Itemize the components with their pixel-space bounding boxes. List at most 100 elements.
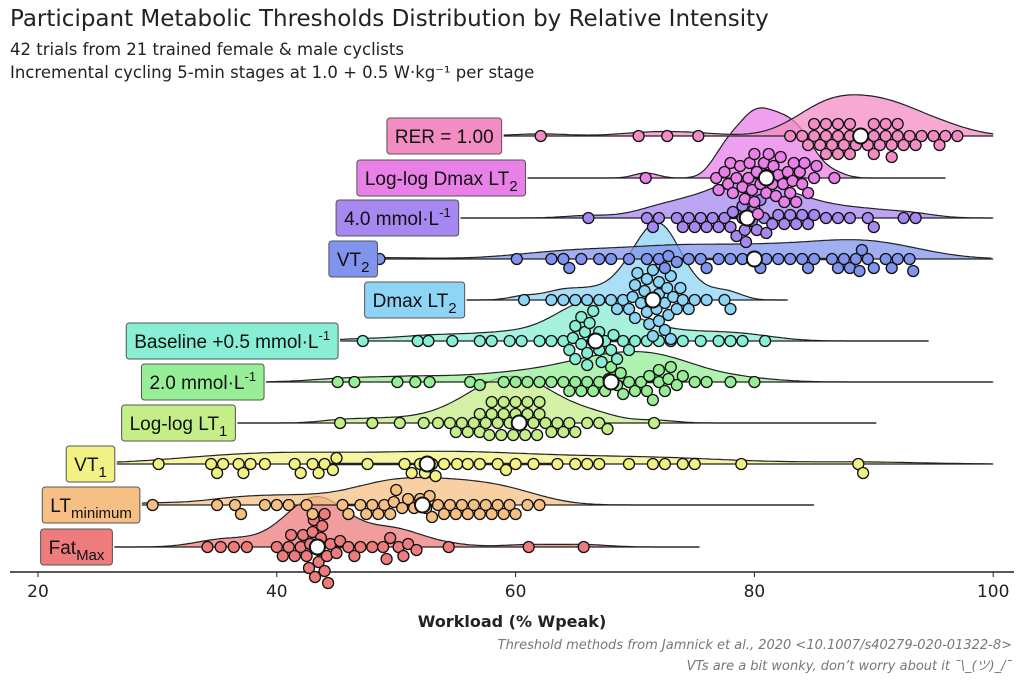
data-point <box>575 337 588 351</box>
chart-subtitle-2: Incremental cycling 5-min stages at 1.0 … <box>10 63 535 82</box>
series-label: VT2 <box>328 240 378 278</box>
median-marker <box>757 169 775 187</box>
x-tick-label: 40 <box>266 582 288 602</box>
data-point <box>694 334 707 348</box>
data-point <box>376 540 390 554</box>
data-point <box>790 195 803 209</box>
series-label: Log-log LT1 <box>121 404 236 442</box>
data-point <box>801 186 815 200</box>
data-point <box>333 534 347 548</box>
data-point <box>724 375 737 389</box>
data-point <box>583 316 596 330</box>
data-point <box>244 457 257 471</box>
data-point <box>437 507 451 521</box>
data-point <box>748 375 761 389</box>
data-point <box>640 252 654 266</box>
data-point <box>431 416 445 430</box>
data-point <box>784 129 797 143</box>
data-point <box>509 507 522 521</box>
data-point <box>837 138 851 152</box>
data-point <box>796 177 809 191</box>
density-fill <box>114 496 700 547</box>
data-point <box>146 498 159 512</box>
data-point <box>288 457 301 471</box>
data-point <box>692 129 705 143</box>
data-point <box>662 372 675 386</box>
data-point <box>710 171 723 185</box>
label-box <box>335 199 460 237</box>
data-point <box>372 507 385 521</box>
label-subscript: 1 <box>98 464 106 481</box>
median-marker <box>602 373 620 391</box>
data-point <box>485 334 498 348</box>
data-point <box>240 540 254 554</box>
data-point <box>270 540 283 554</box>
data-point <box>366 498 379 512</box>
data-point <box>442 540 455 554</box>
row-3: VT2 <box>328 239 994 278</box>
data-point <box>646 393 660 407</box>
density-outline <box>116 450 992 465</box>
data-point <box>676 220 689 234</box>
data-point <box>360 507 373 521</box>
data-point <box>726 205 740 219</box>
chart-subtitle-1: 42 trials from 21 trained female & male … <box>10 40 404 59</box>
data-point <box>294 466 307 480</box>
label-main: Log-log Dmax LT <box>365 169 510 190</box>
data-point <box>643 369 656 383</box>
data-point <box>736 334 749 348</box>
data-point <box>401 492 415 506</box>
series-label: LTminimum <box>41 486 141 524</box>
data-point <box>503 498 516 512</box>
data-point <box>455 416 469 430</box>
data-point <box>533 334 546 348</box>
data-point <box>282 540 295 554</box>
data-point <box>828 171 841 185</box>
data-point <box>766 217 779 231</box>
data-point <box>201 540 214 554</box>
data-point <box>330 546 343 560</box>
data-point <box>626 290 639 304</box>
data-point <box>610 352 624 366</box>
data-point <box>837 252 851 266</box>
label-subscript: 1 <box>219 423 227 440</box>
data-point <box>581 293 594 307</box>
data-point <box>473 378 486 392</box>
data-point <box>467 416 480 430</box>
data-point <box>939 129 952 143</box>
data-point <box>577 540 590 554</box>
row-9: LTminimum <box>41 476 815 524</box>
data-point <box>652 314 666 328</box>
data-point <box>632 129 645 143</box>
median-marker <box>852 127 870 145</box>
data-point <box>503 334 516 348</box>
data-point <box>210 498 224 512</box>
row-6: 2.0 mmol·L-1 <box>140 350 994 407</box>
data-point <box>333 416 347 430</box>
data-point <box>312 555 325 569</box>
data-point <box>491 416 504 430</box>
label-box <box>125 322 339 360</box>
data-point <box>300 498 313 512</box>
data-point <box>593 252 606 266</box>
data-point <box>831 117 845 131</box>
data-point <box>533 407 546 421</box>
density-outline <box>379 239 992 259</box>
data-point <box>563 384 576 398</box>
data-point <box>410 543 423 557</box>
data-point <box>581 375 594 389</box>
data-point <box>628 278 642 292</box>
svg-text:Dmax LT2: Dmax LT2 <box>373 291 457 317</box>
series-label: Baseline +0.5 mmol·L-1 <box>125 322 339 360</box>
data-point <box>575 252 588 266</box>
data-point <box>700 261 713 275</box>
data-point <box>485 407 498 421</box>
data-point <box>227 540 240 554</box>
data-point <box>316 519 329 533</box>
series-label: Dmax LT2 <box>364 281 466 319</box>
data-point <box>676 293 689 307</box>
data-point <box>903 252 916 266</box>
data-point <box>575 384 588 398</box>
data-point <box>760 226 773 240</box>
data-point <box>595 355 608 369</box>
